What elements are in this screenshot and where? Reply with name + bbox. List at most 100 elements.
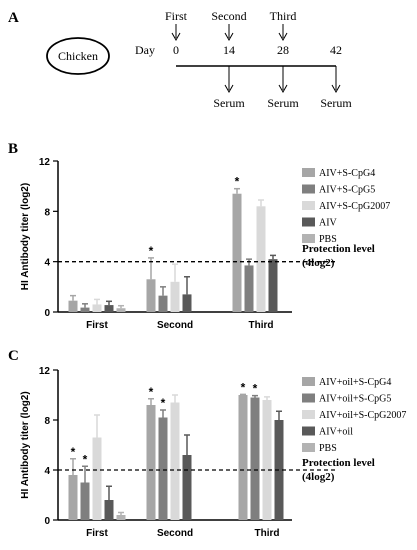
schedule-marks: 0 14 28 42 First Second Third Serum Serum Serum	[165, 9, 352, 110]
chicken-label: Chicken	[58, 49, 98, 63]
legend-swatch	[302, 168, 315, 177]
bar	[80, 482, 90, 520]
chart-panel-b: B HI Antibody titer (log2) 0 4 8 12 First Secon…	[8, 141, 390, 331]
x-tick-label: First	[86, 320, 108, 331]
bar	[250, 397, 260, 520]
serum-arrowhead	[224, 84, 234, 94]
panel-letter: C	[8, 348, 19, 364]
legend-swatch	[302, 426, 315, 436]
chart-panel-c: C HI Antibody titer (log2) 0 4 8 12 First Secon…	[8, 348, 406, 539]
legend-entry: AIV+oil+S-CpG4	[319, 377, 391, 388]
significance-asterisk: *	[149, 385, 154, 399]
dose-arrowhead	[224, 32, 234, 42]
bar	[170, 402, 180, 520]
bar	[68, 300, 78, 312]
significance-asterisk: *	[149, 244, 154, 258]
y-tick-label: 12	[39, 157, 51, 168]
legend-entry: AIV+S-CpG4	[319, 168, 375, 179]
bar	[146, 279, 156, 312]
day-tick-label: 0	[173, 43, 179, 57]
protection-level-label: Protection level	[302, 243, 375, 255]
y-tick-label: 4	[44, 258, 50, 269]
dose-arrowhead	[278, 32, 288, 42]
legend-entry: AIV+oil+S-CpG2007	[319, 410, 406, 421]
y-axis-label: HI Antibody titer (log2)	[20, 183, 31, 290]
legend-entry: AIV+oil	[319, 427, 353, 438]
bar	[92, 304, 102, 312]
day-tick-label: 42	[330, 43, 342, 57]
legend-swatch	[302, 184, 315, 194]
legend-entry: AIV+S-CpG5	[319, 185, 375, 196]
day-tick-label: 14	[223, 43, 235, 57]
legend-entry: AIV	[319, 218, 338, 229]
x-tick-label: Third	[255, 528, 280, 539]
dose-label: Second	[211, 9, 246, 23]
x-tick-label: Third	[249, 320, 274, 331]
bar	[158, 417, 168, 520]
protection-level-label: (4log2)	[302, 471, 335, 483]
serum-arrowhead	[331, 84, 341, 94]
legend-entry: PBS	[319, 443, 337, 454]
legend-swatch	[302, 393, 315, 403]
schedule-panel: A Chicken Day 0 14 28 42 First Second Third Ser…	[8, 9, 352, 110]
day-tick-label: 28	[277, 43, 289, 57]
y-tick-label: 8	[44, 416, 50, 427]
bar	[182, 294, 192, 312]
bar	[170, 281, 180, 312]
panel-letter: B	[8, 141, 18, 157]
bar	[268, 259, 278, 312]
y-tick-label: 0	[44, 308, 50, 319]
legend-swatch	[302, 410, 315, 419]
bar	[262, 400, 272, 520]
bar	[92, 437, 102, 520]
y-tick-label: 0	[44, 516, 50, 527]
protection-level-label: (4log2)	[302, 257, 335, 269]
dose-arrowhead	[171, 32, 181, 42]
legend-swatch	[302, 234, 315, 243]
legend-entry: AIV+S-CpG2007	[319, 201, 390, 212]
y-axis-label: HI Antibody titer (log2)	[20, 391, 31, 498]
serum-label: Serum	[267, 96, 299, 110]
legend-entry: AIV+oil+S-CpG5	[319, 394, 391, 405]
protection-level-label: Protection level	[302, 457, 375, 469]
bar	[104, 500, 114, 520]
legend-swatch	[302, 217, 315, 227]
bar	[238, 395, 248, 520]
y-tick-label: 4	[44, 466, 50, 477]
bar	[116, 308, 126, 312]
x-tick-label: First	[86, 528, 108, 539]
significance-asterisk: *	[71, 445, 76, 459]
bar	[158, 295, 168, 312]
bar	[80, 307, 90, 312]
y-tick-label: 8	[44, 207, 50, 218]
significance-asterisk: *	[83, 452, 88, 466]
significance-asterisk: *	[235, 175, 240, 189]
x-tick-label: Second	[157, 528, 193, 539]
bar	[104, 305, 114, 312]
bar	[182, 455, 192, 520]
legend-swatch	[302, 201, 315, 210]
dose-label: First	[165, 9, 188, 23]
day-label: Day	[135, 43, 155, 57]
x-tick-label: Second	[157, 320, 193, 331]
serum-label: Serum	[320, 96, 352, 110]
legend-swatch	[302, 443, 315, 452]
significance-asterisk: *	[253, 382, 258, 396]
significance-asterisk: *	[161, 396, 166, 410]
legend-swatch	[302, 377, 315, 386]
significance-asterisk: *	[241, 380, 246, 394]
bar	[68, 475, 78, 520]
panel-letter-a: A	[8, 10, 19, 26]
bar	[256, 206, 266, 312]
bar	[116, 515, 126, 520]
chicken-ellipse	[46, 37, 110, 75]
serum-arrowhead	[278, 84, 288, 94]
dose-label: Third	[270, 9, 297, 23]
bar	[146, 405, 156, 520]
serum-label: Serum	[213, 96, 245, 110]
bar	[244, 265, 254, 312]
y-tick-label: 12	[39, 366, 51, 377]
legend-entry: PBS	[319, 234, 337, 245]
bar	[232, 193, 242, 312]
